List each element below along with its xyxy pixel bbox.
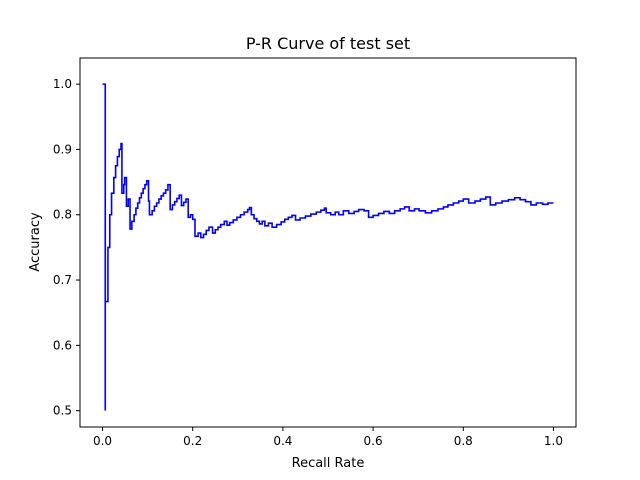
y-tick-label: 0.9 xyxy=(53,142,72,156)
y-tick-label: 0.5 xyxy=(53,404,72,418)
y-tick-label: 0.6 xyxy=(53,338,72,352)
y-axis-ticks: 0.5 0.6 0.7 0.8 0.9 1.0 xyxy=(53,77,80,418)
y-tick-label: 0.8 xyxy=(53,208,72,222)
y-axis-label: Accuracy xyxy=(28,212,43,272)
y-tick-label: 0.7 xyxy=(53,273,72,287)
y-tick-label: 1.0 xyxy=(53,77,72,91)
x-axis-label: Recall Rate xyxy=(292,456,365,471)
x-tick-label: 1.0 xyxy=(544,434,563,448)
x-tick-label: 0.2 xyxy=(183,434,202,448)
x-tick-label: 0.8 xyxy=(454,434,473,448)
x-tick-label: 0.0 xyxy=(93,434,112,448)
axes-frame xyxy=(79,57,577,428)
x-axis-ticks: 0.0 0.2 0.4 0.6 0.8 1.0 xyxy=(93,427,563,448)
chart-title: P-R Curve of test set xyxy=(246,34,410,53)
x-tick-label: 0.4 xyxy=(273,434,292,448)
plot-area xyxy=(79,57,577,428)
series-line xyxy=(102,83,554,411)
x-tick-label: 0.6 xyxy=(364,434,383,448)
